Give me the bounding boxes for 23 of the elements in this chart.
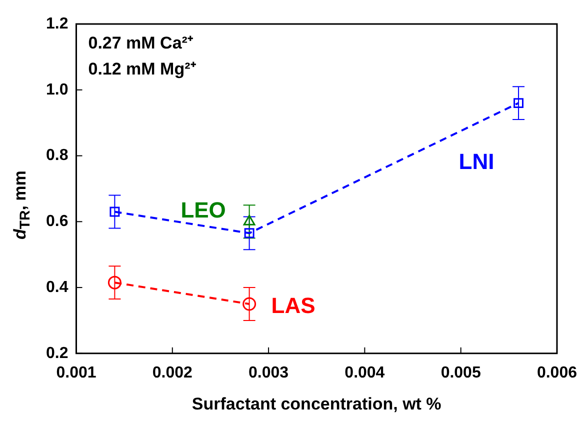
y-tick-label: 0.4 bbox=[46, 278, 68, 296]
x-axis-title: Surfactant concentration, wt % bbox=[192, 394, 442, 414]
series-label: LNI bbox=[458, 149, 494, 174]
x-tick-label: 0.002 bbox=[152, 364, 193, 382]
y-tick-label: 0.2 bbox=[46, 344, 68, 362]
annotation: 0.12 mM Mg²⁺ bbox=[88, 60, 196, 79]
y-tick-label: 0.6 bbox=[46, 213, 68, 230]
point bbox=[242, 297, 256, 311]
y-tick-label: 1.2 bbox=[46, 15, 68, 32]
point bbox=[244, 228, 254, 238]
x-tick-label: 0.005 bbox=[440, 364, 481, 382]
x-tick-label: 0.006 bbox=[536, 364, 578, 382]
x-tick-label: 0.003 bbox=[248, 364, 289, 382]
point bbox=[514, 98, 524, 108]
annotation: 0.27 mM Ca²⁺ bbox=[88, 34, 194, 53]
series-label: LAS bbox=[271, 293, 316, 318]
x-tick-label: 0.004 bbox=[344, 364, 385, 382]
y-tick-label: 0.8 bbox=[46, 147, 68, 164]
point bbox=[110, 206, 120, 217]
point bbox=[108, 276, 122, 290]
series-label: LEO bbox=[180, 198, 226, 223]
y-tick-label: 1.0 bbox=[46, 81, 68, 98]
x-tick-label: 0.001 bbox=[56, 364, 96, 382]
